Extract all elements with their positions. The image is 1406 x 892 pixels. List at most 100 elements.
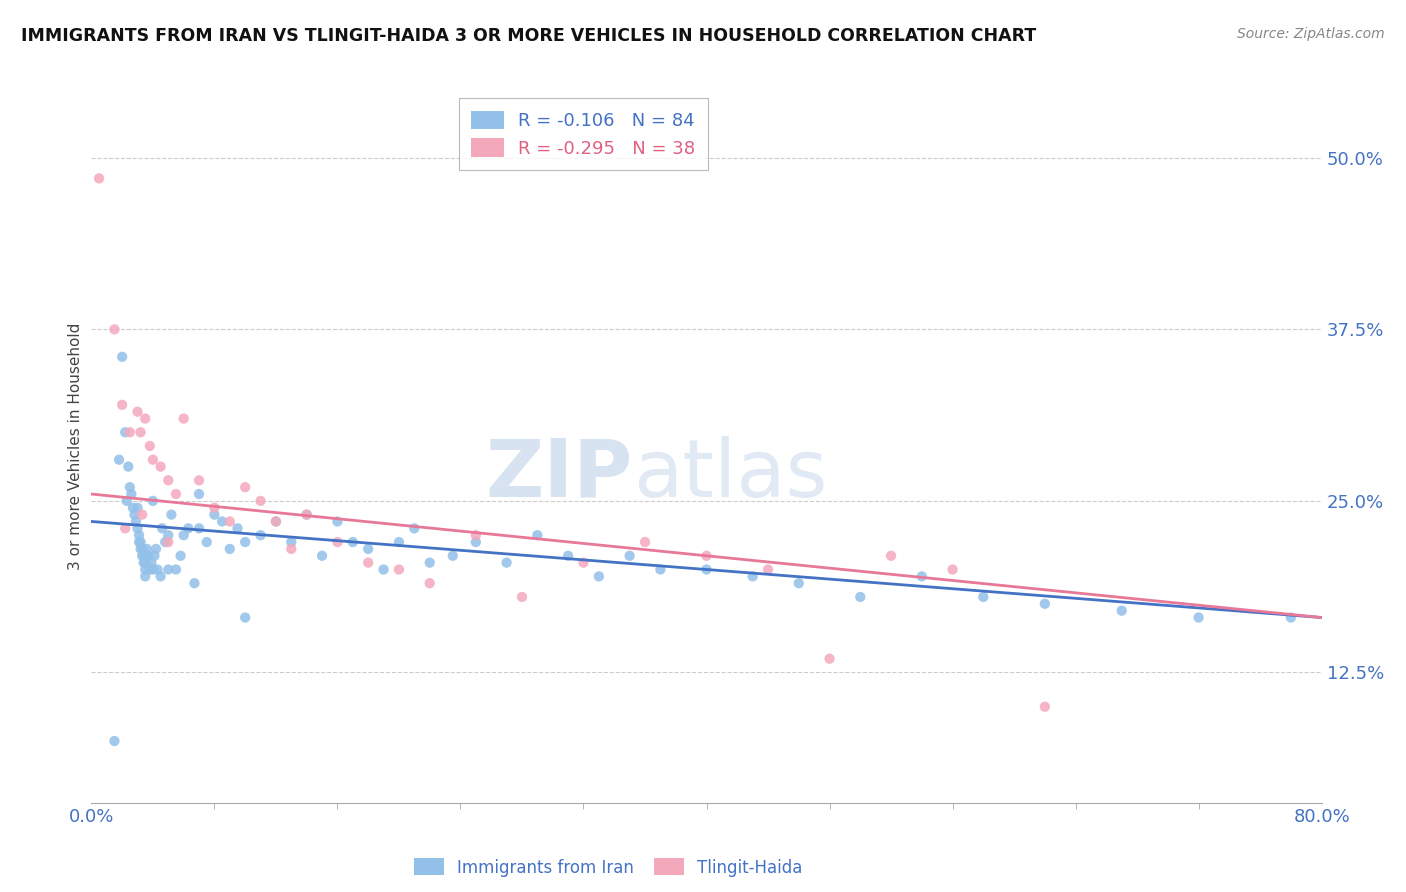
Point xyxy=(557,549,579,563)
Point xyxy=(188,473,211,487)
Point xyxy=(134,569,156,583)
Point xyxy=(634,535,657,549)
Point xyxy=(357,556,380,570)
Point xyxy=(972,590,994,604)
Point xyxy=(160,508,183,522)
Point xyxy=(650,562,672,576)
Point xyxy=(136,549,159,563)
Point xyxy=(233,610,256,624)
Point xyxy=(129,535,152,549)
Point xyxy=(588,569,610,583)
Point xyxy=(108,452,131,467)
Point xyxy=(1033,699,1056,714)
Point xyxy=(741,569,763,583)
Point xyxy=(495,556,517,570)
Legend: Immigrants from Iran, Tlingit-Haida: Immigrants from Iran, Tlingit-Haida xyxy=(413,858,803,877)
Point xyxy=(388,535,411,549)
Point xyxy=(419,576,441,591)
Point xyxy=(114,425,136,440)
Point xyxy=(128,528,150,542)
Point xyxy=(818,651,841,665)
Point xyxy=(118,480,141,494)
Point xyxy=(146,562,169,576)
Point xyxy=(849,590,872,604)
Point xyxy=(134,556,156,570)
Point xyxy=(211,515,233,529)
Point xyxy=(880,549,903,563)
Point xyxy=(233,535,256,549)
Point xyxy=(132,556,155,570)
Point xyxy=(695,562,717,576)
Point xyxy=(122,500,145,515)
Point xyxy=(142,562,165,576)
Point xyxy=(135,549,157,563)
Point xyxy=(173,411,195,425)
Point xyxy=(202,508,225,522)
Point xyxy=(695,549,717,563)
Point xyxy=(177,521,200,535)
Point xyxy=(129,425,152,440)
Point xyxy=(165,487,187,501)
Point xyxy=(218,541,240,556)
Point xyxy=(149,459,172,474)
Point xyxy=(249,494,271,508)
Point xyxy=(173,528,195,542)
Point xyxy=(142,494,165,508)
Point xyxy=(103,322,125,336)
Point xyxy=(125,515,148,529)
Point xyxy=(619,549,641,563)
Point xyxy=(135,541,157,556)
Point xyxy=(373,562,395,576)
Point xyxy=(131,541,153,556)
Text: atlas: atlas xyxy=(633,435,827,514)
Point xyxy=(127,405,149,419)
Point xyxy=(264,515,287,529)
Point xyxy=(464,535,486,549)
Text: IMMIGRANTS FROM IRAN VS TLINGIT-HAIDA 3 OR MORE VEHICLES IN HOUSEHOLD CORRELATIO: IMMIGRANTS FROM IRAN VS TLINGIT-HAIDA 3 … xyxy=(21,27,1036,45)
Point xyxy=(1279,610,1302,624)
Point xyxy=(404,521,426,535)
Point xyxy=(128,535,150,549)
Point xyxy=(280,541,302,556)
Point xyxy=(188,487,211,501)
Point xyxy=(143,549,166,563)
Point xyxy=(357,541,380,556)
Point xyxy=(111,398,134,412)
Point xyxy=(311,549,333,563)
Point xyxy=(157,562,180,576)
Text: ZIP: ZIP xyxy=(485,435,633,514)
Point xyxy=(150,521,173,535)
Point xyxy=(87,171,110,186)
Point xyxy=(157,528,180,542)
Point xyxy=(127,521,149,535)
Point xyxy=(419,556,441,570)
Point xyxy=(169,549,191,563)
Point xyxy=(941,562,963,576)
Point xyxy=(280,535,302,549)
Point xyxy=(264,515,287,529)
Point xyxy=(141,556,163,570)
Point xyxy=(572,556,595,570)
Point xyxy=(111,350,134,364)
Point xyxy=(295,508,318,522)
Point xyxy=(1111,604,1133,618)
Point xyxy=(149,569,172,583)
Point xyxy=(131,549,153,563)
Point xyxy=(195,535,218,549)
Point xyxy=(145,541,167,556)
Point xyxy=(756,562,779,576)
Point xyxy=(134,562,156,576)
Point xyxy=(787,576,810,591)
Point xyxy=(1033,597,1056,611)
Point xyxy=(388,562,411,576)
Point xyxy=(202,500,225,515)
Point xyxy=(124,508,146,522)
Point xyxy=(142,452,165,467)
Point xyxy=(342,535,364,549)
Text: Source: ZipAtlas.com: Source: ZipAtlas.com xyxy=(1237,27,1385,41)
Point xyxy=(526,528,548,542)
Point xyxy=(188,521,211,535)
Point xyxy=(183,576,205,591)
Point xyxy=(510,590,533,604)
Point xyxy=(911,569,934,583)
